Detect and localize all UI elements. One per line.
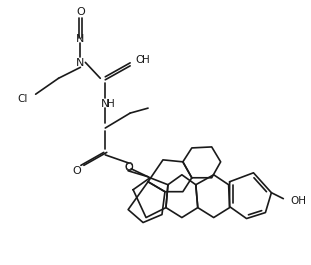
Text: O: O (135, 55, 144, 65)
Text: N: N (76, 58, 85, 68)
Text: O: O (72, 166, 81, 176)
Text: N: N (76, 34, 85, 45)
Text: N: N (101, 99, 109, 109)
Text: H: H (142, 55, 150, 65)
Text: O: O (125, 162, 133, 172)
Text: O: O (76, 7, 85, 17)
Text: Cl: Cl (17, 94, 28, 104)
Text: H: H (107, 99, 115, 109)
Text: OH: OH (290, 196, 306, 206)
Text: O: O (125, 163, 133, 173)
